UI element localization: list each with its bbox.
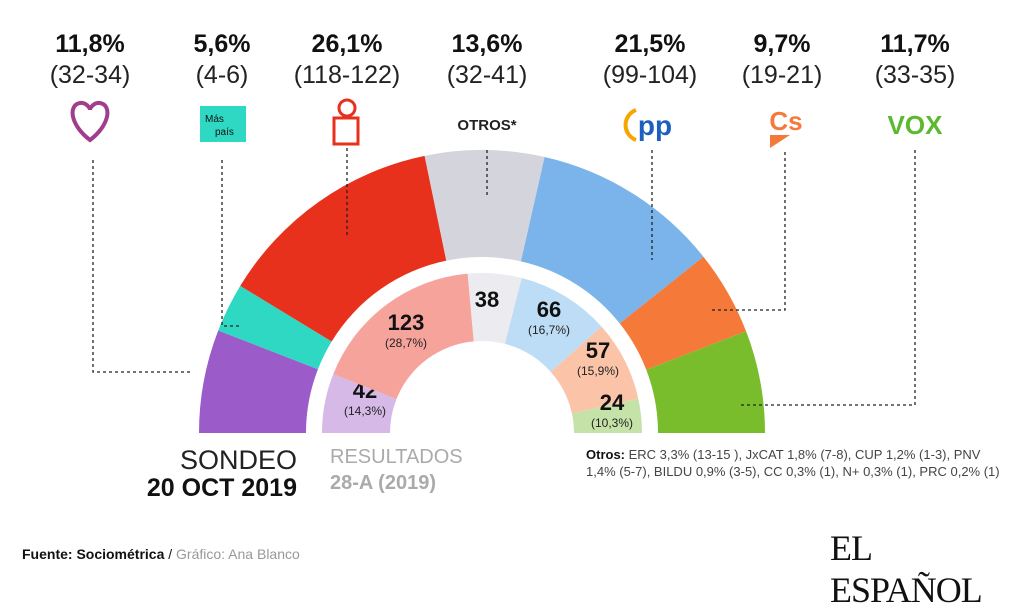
- leader-line: [740, 150, 916, 406]
- outer-segment-vox: [646, 331, 765, 433]
- inner-pct-label: (16,7%): [528, 323, 570, 337]
- outer-segment-mas-pais: [218, 285, 332, 370]
- inner-segment: [571, 398, 642, 433]
- mas-pais-logo-icon: [200, 106, 246, 142]
- pct-label-vox: 11,7%: [880, 30, 950, 58]
- leader-line: [710, 152, 786, 311]
- pct-label-mas-pais: 5,6%: [194, 30, 251, 58]
- inner-segment: [333, 273, 474, 400]
- inner-segment: [467, 273, 522, 344]
- outer-ring-date: 20 OCT 2019: [146, 474, 297, 502]
- pct-label-pp: 21,5%: [615, 30, 686, 58]
- svg-text:pp: pp: [638, 110, 672, 141]
- seat-range-vox: (33-35): [875, 61, 956, 89]
- pp-logo-icon: [623, 108, 637, 142]
- otros-logo: OTROS*: [457, 117, 516, 134]
- otros-note: Otros: ERC 3,3% (13-15 ), JxCAT 1,8% (7-…: [586, 447, 1000, 479]
- leader-line: [92, 160, 190, 373]
- inner-segment: [322, 374, 397, 433]
- seat-range-otros: (32-41): [447, 61, 528, 89]
- pct-label-cs: 9,7%: [754, 30, 811, 58]
- cs-logo-icon: Cs: [769, 106, 802, 136]
- unidas-podemos-logo-icon: [70, 100, 110, 143]
- outer-segment-unidas-podemos: [199, 330, 318, 433]
- inner-seat-label: 66: [537, 297, 561, 322]
- psoe-logo-icon: [332, 98, 360, 146]
- seat-range-unidas-podemos: (32-34): [50, 61, 131, 89]
- inner-seat-label: 57: [586, 338, 610, 363]
- outer-ring-label: SONDEO 20 OCT 2019: [147, 446, 297, 502]
- el-espanol-logo: EL ESPAÑOL: [830, 528, 983, 610]
- outer-segment-pp: [520, 157, 704, 324]
- inner-pct-label: (15,9%): [577, 364, 619, 378]
- seat-range-psoe: (118-122): [294, 61, 401, 89]
- hemicycle-chart: 42(14,3%)123(28,7%)38 66(16,7%)57(15,9%)2…: [50, 30, 956, 433]
- inner-pct-label: (28,7%): [385, 336, 427, 350]
- seat-range-pp: (99-104): [603, 61, 698, 89]
- inner-seat-label: 24: [600, 390, 625, 415]
- inner-seat-label: 38: [475, 287, 499, 312]
- source: Fuente: Sociométrica / Gráfico: Ana Blan…: [22, 546, 300, 562]
- pct-label-unidas-podemos: 11,8%: [55, 30, 125, 58]
- inner-pct-label: (14,3%): [344, 404, 386, 418]
- seat-range-mas-pais: (4-6): [196, 61, 249, 89]
- outer-segment-cs: [619, 256, 747, 370]
- inner-segment: [504, 278, 602, 372]
- svg-text:país: país: [215, 127, 234, 138]
- seat-range-cs: (19-21): [742, 61, 823, 89]
- leader-line: [221, 160, 242, 327]
- vox-logo-icon: VOX: [888, 110, 944, 140]
- outer-segment-otros: [424, 149, 545, 262]
- pct-label-psoe: 26,1%: [312, 30, 383, 58]
- svg-text:Más: Más: [205, 114, 224, 125]
- inner-ring-date: 28-A (2019): [330, 472, 436, 494]
- outer-segment-psoe: [240, 155, 447, 342]
- inner-pct-label: (10,3%): [591, 416, 633, 430]
- pct-label-otros: 13,6%: [452, 30, 523, 58]
- inner-seat-label: 123: [388, 310, 425, 335]
- inner-ring-label: RESULTADOS 28-A (2019): [330, 446, 463, 494]
- inner-segment: [550, 326, 639, 414]
